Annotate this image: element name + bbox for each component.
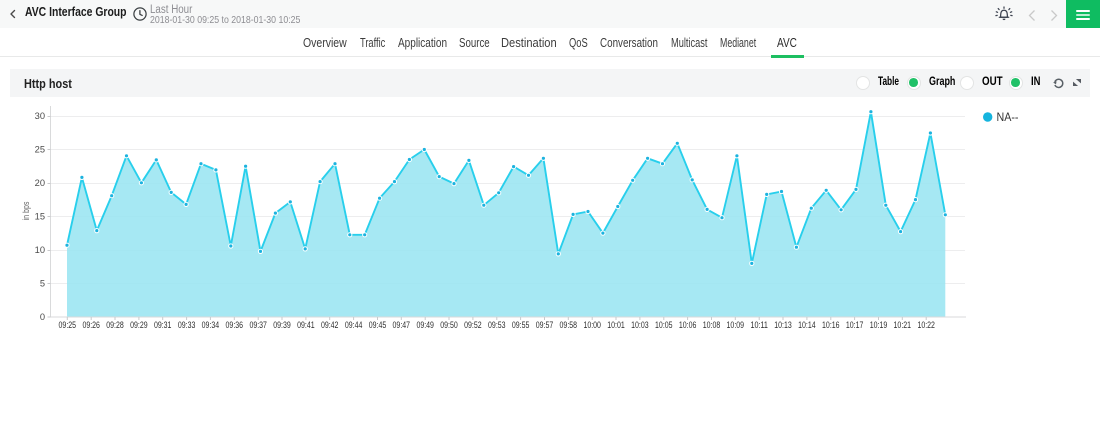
- svg-text:09:26: 09:26: [82, 320, 100, 331]
- svg-text:10:11: 10:11: [750, 320, 768, 331]
- svg-text:09:25: 09:25: [59, 320, 77, 331]
- svg-text:10: 10: [35, 245, 45, 255]
- svg-text:30: 30: [35, 111, 45, 121]
- svg-text:09:28: 09:28: [106, 320, 124, 331]
- svg-text:09:49: 09:49: [416, 320, 434, 331]
- svg-text:09:42: 09:42: [321, 320, 339, 331]
- svg-text:15: 15: [35, 212, 45, 222]
- svg-text:09:47: 09:47: [393, 320, 411, 331]
- svg-text:09:29: 09:29: [130, 320, 148, 331]
- svg-text:5: 5: [40, 279, 45, 289]
- svg-text:10:16: 10:16: [822, 320, 840, 331]
- svg-text:09:37: 09:37: [249, 320, 267, 331]
- svg-text:09:33: 09:33: [178, 320, 196, 331]
- svg-text:10:06: 10:06: [679, 320, 697, 331]
- svg-text:09:58: 09:58: [560, 320, 578, 331]
- svg-text:09:45: 09:45: [369, 320, 387, 331]
- svg-text:10:01: 10:01: [607, 320, 625, 331]
- svg-text:10:00: 10:00: [583, 320, 601, 331]
- svg-text:in bps: in bps: [21, 201, 31, 220]
- svg-text:10:09: 10:09: [727, 320, 745, 331]
- svg-text:10:13: 10:13: [774, 320, 792, 331]
- svg-text:09:36: 09:36: [226, 320, 244, 331]
- svg-text:09:31: 09:31: [154, 320, 172, 331]
- svg-text:09:41: 09:41: [297, 320, 315, 331]
- svg-text:10:19: 10:19: [870, 320, 888, 331]
- svg-text:25: 25: [35, 145, 45, 155]
- svg-text:10:21: 10:21: [894, 320, 912, 331]
- svg-text:09:52: 09:52: [464, 320, 482, 331]
- svg-text:NA--: NA--: [997, 112, 1019, 124]
- svg-text:20: 20: [35, 178, 45, 188]
- svg-text:10:22: 10:22: [917, 320, 935, 331]
- svg-text:09:39: 09:39: [273, 320, 291, 331]
- svg-text:09:57: 09:57: [536, 320, 554, 331]
- svg-text:09:55: 09:55: [512, 320, 530, 331]
- svg-text:10:08: 10:08: [703, 320, 721, 331]
- svg-text:0: 0: [40, 312, 45, 322]
- svg-text:10:14: 10:14: [798, 320, 816, 331]
- svg-text:10:17: 10:17: [846, 320, 864, 331]
- svg-text:10:05: 10:05: [655, 320, 673, 331]
- svg-text:09:34: 09:34: [202, 320, 220, 331]
- svg-text:09:44: 09:44: [345, 320, 363, 331]
- svg-text:09:53: 09:53: [488, 320, 506, 331]
- svg-text:09:50: 09:50: [440, 320, 458, 331]
- svg-text:10:03: 10:03: [631, 320, 649, 331]
